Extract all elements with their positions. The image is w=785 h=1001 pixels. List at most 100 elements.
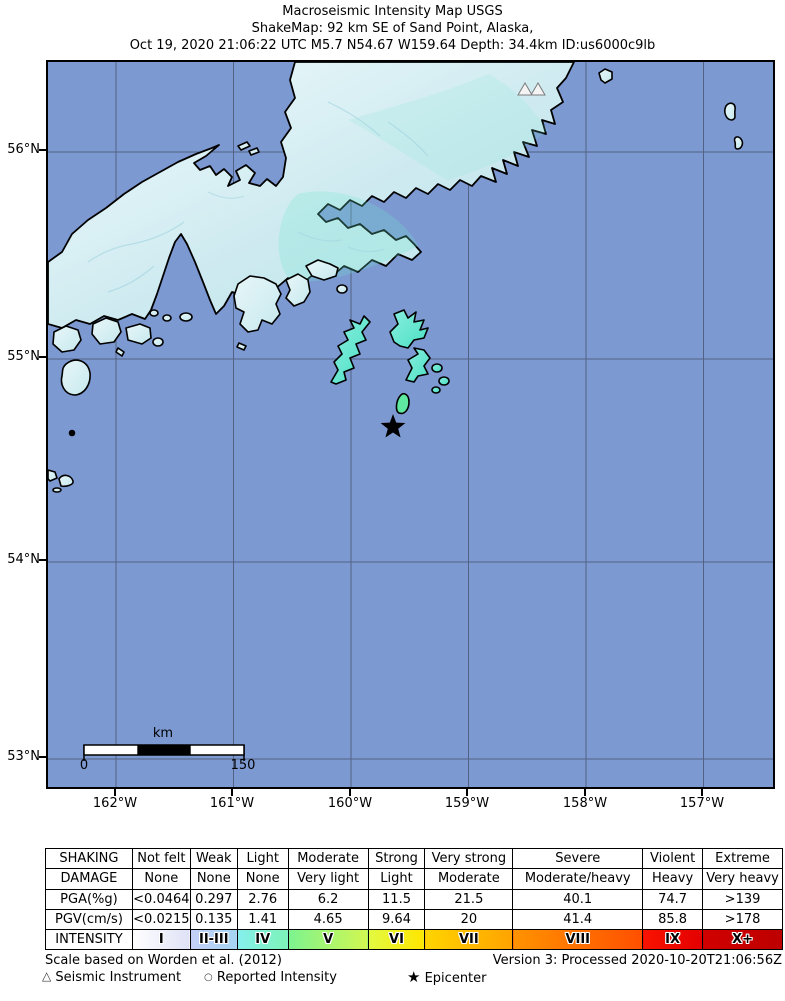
row-header: INTENSITY xyxy=(45,929,133,951)
intensity-cell: X+ xyxy=(702,929,783,951)
epicenter-star-icon xyxy=(380,414,406,438)
lon-label: 159°W xyxy=(444,796,490,811)
table-cell: <0.0464 xyxy=(131,888,191,910)
lat-tick xyxy=(39,149,46,151)
page-title: Macroseismic Intensity Map USGS xyxy=(282,4,503,19)
legend-label: Reported Intensity xyxy=(216,970,337,985)
table-cell: Severe xyxy=(512,847,644,870)
legend-epicenter: ★ Epicenter xyxy=(407,969,487,987)
lon-label: 158°W xyxy=(562,796,608,811)
table-cell: Very heavy xyxy=(702,868,783,890)
intensity-cell: I xyxy=(131,929,191,951)
terrain-shading xyxy=(87,74,548,293)
triangle-icon: △ xyxy=(42,969,52,983)
table-cell: 1.41 xyxy=(236,908,289,931)
map-canvas xyxy=(48,62,773,787)
star-icon: ★ xyxy=(407,968,421,986)
legend-label: Seismic Instrument xyxy=(55,970,182,985)
table-cell: Heavy xyxy=(642,868,704,890)
table-cell: 4.65 xyxy=(287,908,369,931)
lon-label: 157°W xyxy=(679,796,725,811)
table-cell: >139 xyxy=(702,888,783,910)
row-header: SHAKING xyxy=(45,847,133,870)
turquoise-islands xyxy=(330,309,450,415)
table-cell: Moderate xyxy=(424,868,514,890)
intensity-cell: VIII xyxy=(512,929,644,951)
intensity-cell: VII xyxy=(424,929,514,951)
lon-tick xyxy=(114,789,116,796)
table-cell: None xyxy=(236,868,289,890)
scale-bar-unit: km xyxy=(152,726,174,741)
scale-reference-note: Scale based on Worden et al. (2012) xyxy=(45,953,282,968)
coastal-islands xyxy=(48,141,348,493)
table-cell: Weak xyxy=(189,847,238,870)
table-cell: 0.135 xyxy=(189,908,238,931)
lon-tick xyxy=(584,789,586,796)
table-row-pga: PGA(%g) <0.0464 0.297 2.76 6.2 11.5 21.5… xyxy=(45,888,783,910)
table-cell: Light xyxy=(236,847,289,870)
table-cell: None xyxy=(189,868,238,890)
row-header: PGA(%g) xyxy=(45,888,133,910)
eastern-islands xyxy=(598,68,744,150)
lon-tick xyxy=(466,789,468,796)
lon-label: 161°W xyxy=(209,796,255,811)
legend-reported-intensity: ○ Reported Intensity xyxy=(204,969,337,987)
table-row-shaking: SHAKING Not felt Weak Light Moderate Str… xyxy=(45,847,783,870)
circle-icon: ○ xyxy=(204,972,213,983)
table-cell: 20 xyxy=(424,908,514,931)
table-cell: 21.5 xyxy=(424,888,514,910)
intensity-cell: V xyxy=(287,929,369,951)
table-cell: <0.0215 xyxy=(131,908,191,931)
table-cell: 6.2 xyxy=(287,888,369,910)
table-cell: 74.7 xyxy=(642,888,704,910)
lat-tick xyxy=(39,356,46,358)
row-header: DAMAGE xyxy=(45,868,133,890)
row-header: PGV(cm/s) xyxy=(45,908,133,931)
event-info-line: Oct 19, 2020 21:06:22 UTC M5.7 N54.67 W1… xyxy=(129,38,656,53)
lat-tick xyxy=(39,559,46,561)
table-cell: Violent xyxy=(642,847,704,870)
lon-tick xyxy=(231,789,233,796)
intensity-cell: VI xyxy=(367,929,426,951)
table-cell: 40.1 xyxy=(512,888,644,910)
table-cell: Moderate/heavy xyxy=(512,868,644,890)
table-cell: 0.297 xyxy=(189,888,238,910)
lat-tick xyxy=(39,756,46,758)
table-cell: Very strong xyxy=(424,847,514,870)
intensity-cell: IX xyxy=(642,929,704,951)
table-cell: 41.4 xyxy=(512,908,644,931)
lon-label: 160°W xyxy=(327,796,373,811)
intensity-legend-table: SHAKING Not felt Weak Light Moderate Str… xyxy=(45,847,783,951)
table-cell: 11.5 xyxy=(367,888,426,910)
intensity-cell: II-III xyxy=(189,929,238,951)
table-cell: Extreme xyxy=(702,847,783,870)
intensity-cell: IV xyxy=(236,929,289,951)
table-cell: Moderate xyxy=(287,847,369,870)
table-cell: Not felt xyxy=(131,847,191,870)
table-row-damage: DAMAGE None None None Very light Light M… xyxy=(45,868,783,890)
lon-tick xyxy=(701,789,703,796)
scale-bar-end: 150 xyxy=(230,758,256,773)
page-subtitle: ShakeMap: 92 km SE of Sand Point, Alaska… xyxy=(251,21,534,36)
table-row-intensity: INTENSITY I II-III IV V VI VII VIII IX X… xyxy=(45,929,783,951)
mainland-landmass xyxy=(48,62,575,329)
seismic-instrument-icon xyxy=(517,82,546,96)
lat-label: 56°N xyxy=(7,142,40,157)
version-processed-note: Version 3: Processed 2020-10-20T21:06:56… xyxy=(492,953,782,968)
table-row-pgv: PGV(cm/s) <0.0215 0.135 1.41 4.65 9.64 2… xyxy=(45,908,783,931)
table-cell: 85.8 xyxy=(642,908,704,931)
table-cell: Very light xyxy=(287,868,369,890)
table-cell: None xyxy=(131,868,191,890)
scale-bar-start: 0 xyxy=(79,758,89,773)
lon-tick xyxy=(349,789,351,796)
table-cell: Strong xyxy=(367,847,426,870)
table-cell: 2.76 xyxy=(236,888,289,910)
map-scale-bar xyxy=(83,744,245,761)
lat-label: 53°N xyxy=(7,749,40,764)
lat-label: 54°N xyxy=(7,552,40,567)
table-cell: >178 xyxy=(702,908,783,931)
legend-seismic-instrument: △ Seismic Instrument xyxy=(42,969,181,986)
lon-label: 162°W xyxy=(92,796,138,811)
legend-label: Epicenter xyxy=(424,971,487,986)
